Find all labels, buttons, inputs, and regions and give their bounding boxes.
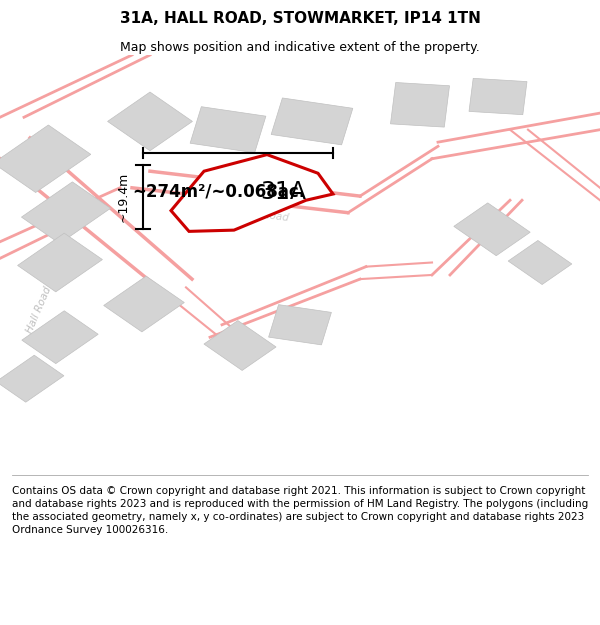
Polygon shape — [454, 203, 530, 256]
Text: Contains OS data © Crown copyright and database right 2021. This information is : Contains OS data © Crown copyright and d… — [12, 486, 588, 535]
Polygon shape — [271, 98, 353, 145]
Polygon shape — [17, 233, 103, 292]
Polygon shape — [22, 182, 110, 244]
Polygon shape — [104, 276, 184, 332]
Polygon shape — [171, 154, 333, 231]
Polygon shape — [508, 241, 572, 284]
Polygon shape — [204, 321, 276, 371]
Polygon shape — [190, 107, 266, 152]
Polygon shape — [22, 311, 98, 364]
Polygon shape — [469, 78, 527, 114]
Text: 31A: 31A — [260, 179, 306, 204]
Text: Hall Road: Hall Road — [239, 207, 289, 222]
Text: ~28.2m: ~28.2m — [213, 167, 263, 180]
Text: ~274m²/~0.068ac.: ~274m²/~0.068ac. — [132, 183, 305, 201]
Polygon shape — [269, 304, 331, 345]
Text: Map shows position and indicative extent of the property.: Map shows position and indicative extent… — [120, 41, 480, 54]
Text: ~19.4m: ~19.4m — [116, 172, 130, 222]
Polygon shape — [107, 92, 193, 151]
Polygon shape — [0, 125, 91, 192]
Polygon shape — [391, 82, 449, 127]
Text: Hall Road: Hall Road — [25, 286, 53, 335]
Text: 31A, HALL ROAD, STOWMARKET, IP14 1TN: 31A, HALL ROAD, STOWMARKET, IP14 1TN — [119, 11, 481, 26]
Polygon shape — [0, 355, 64, 402]
